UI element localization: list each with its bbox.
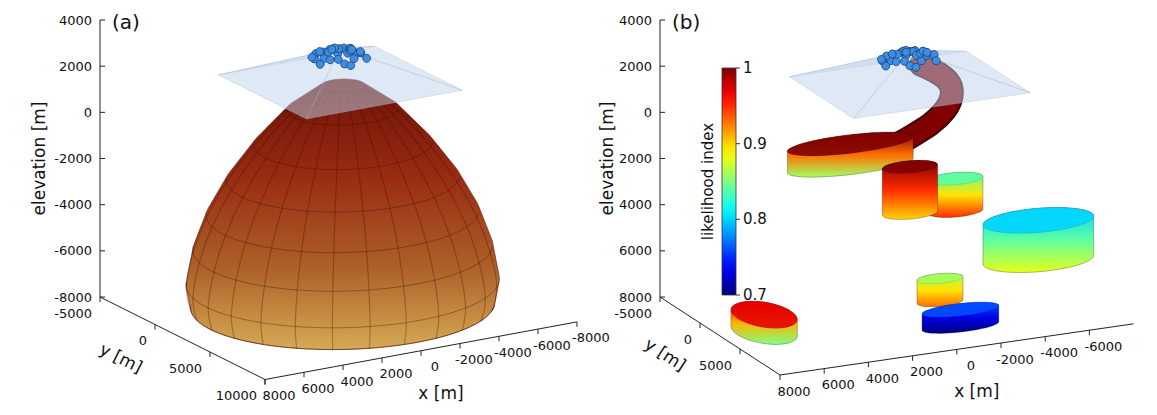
- svg-text:0.9: 0.9: [743, 135, 767, 153]
- svg-text:0: 0: [644, 105, 652, 120]
- svg-text:0.8: 0.8: [743, 210, 767, 228]
- svg-text:y [m]: y [m]: [96, 339, 145, 377]
- svg-text:2000: 2000: [379, 366, 412, 381]
- svg-text:6000: 6000: [301, 381, 334, 396]
- svg-text:-2000: -2000: [455, 352, 493, 367]
- svg-text:-4000: -4000: [1040, 345, 1078, 360]
- svg-text:8000: 8000: [262, 388, 295, 403]
- svg-text:-5000: -5000: [54, 306, 92, 321]
- svg-text:-6000: -6000: [533, 338, 571, 353]
- svg-text:-5000: -5000: [614, 306, 652, 321]
- svg-text:-2000: -2000: [996, 352, 1034, 367]
- svg-text:-4000: -4000: [54, 197, 92, 212]
- svg-text:-8000: -8000: [54, 290, 92, 305]
- svg-text:2000: 2000: [619, 151, 652, 166]
- svg-text:1: 1: [743, 59, 753, 77]
- svg-text:0: 0: [684, 332, 692, 347]
- svg-text:-4000: -4000: [494, 345, 532, 360]
- svg-text:-8000: -8000: [572, 330, 610, 345]
- svg-text:6000: 6000: [822, 377, 855, 392]
- svg-text:-6000: -6000: [54, 243, 92, 258]
- svg-text:y [m]: y [m]: [641, 334, 690, 375]
- svg-text:elevation [m]: elevation [m]: [29, 102, 49, 216]
- svg-text:0: 0: [967, 358, 975, 373]
- svg-text:4000: 4000: [866, 371, 899, 386]
- svg-text:2000: 2000: [910, 364, 943, 379]
- svg-text:x [m]: x [m]: [418, 383, 463, 403]
- svg-text:-2000: -2000: [54, 151, 92, 166]
- svg-text:5000: 5000: [169, 361, 202, 376]
- svg-text:likelihood index: likelihood index: [699, 123, 717, 240]
- svg-text:4000: 4000: [59, 13, 92, 28]
- svg-text:(a): (a): [112, 10, 140, 34]
- svg-text:(b): (b): [672, 10, 700, 34]
- svg-text:8000: 8000: [777, 384, 810, 399]
- svg-text:10000: 10000: [216, 388, 257, 403]
- svg-text:0: 0: [84, 105, 92, 120]
- svg-text:4000: 4000: [619, 13, 652, 28]
- svg-text:2000: 2000: [619, 59, 652, 74]
- svg-text:x [m]: x [m]: [954, 381, 999, 401]
- svg-text:5000: 5000: [699, 358, 732, 373]
- svg-text:6000: 6000: [619, 243, 652, 258]
- svg-text:0: 0: [431, 359, 439, 374]
- svg-text:8000: 8000: [619, 290, 652, 305]
- svg-text:4000: 4000: [340, 374, 373, 389]
- svg-text:0.7: 0.7: [743, 286, 767, 304]
- svg-text:2000: 2000: [59, 59, 92, 74]
- svg-text:elevation [m]: elevation [m]: [597, 102, 617, 216]
- svg-text:0: 0: [139, 333, 147, 348]
- svg-text:4000: 4000: [619, 197, 652, 212]
- svg-text:-6000: -6000: [1085, 339, 1123, 354]
